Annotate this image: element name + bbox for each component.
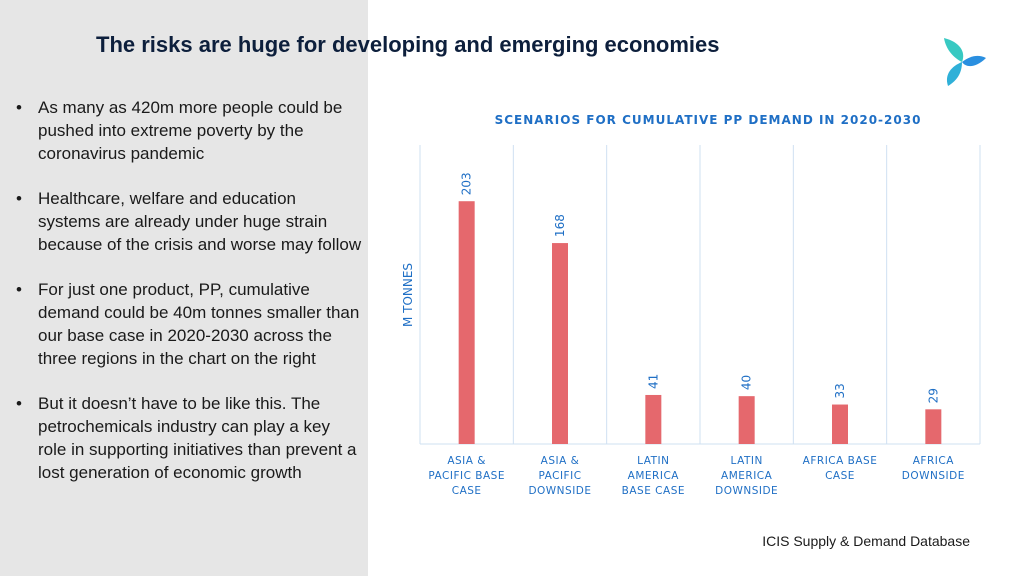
x-tick-label: ASIA &	[447, 455, 486, 467]
data-label: 168	[553, 214, 567, 237]
bullet-marker: •	[16, 394, 22, 413]
y-axis-label: M TONNES	[401, 263, 415, 327]
bar-chart: SCENARIOS FOR CUMULATIVE PP DEMAND IN 20…	[380, 100, 1010, 520]
chart-title: SCENARIOS FOR CUMULATIVE PP DEMAND IN 20…	[495, 113, 922, 127]
x-tick-label: AFRICA BASE	[803, 455, 878, 467]
x-tick-label: DOWNSIDE	[715, 485, 778, 497]
bullet-marker: •	[16, 98, 22, 117]
chart-svg: SCENARIOS FOR CUMULATIVE PP DEMAND IN 20…	[401, 113, 981, 497]
bullet-item: • As many as 420m more people could be pu…	[14, 96, 362, 165]
x-tick-label: BASE CASE	[622, 485, 685, 497]
left-panel	[0, 0, 368, 576]
bar	[645, 394, 662, 444]
source-note: ICIS Supply & Demand Database	[762, 533, 970, 549]
bar	[832, 404, 848, 444]
bullet-list: • As many as 420m more people could be pu…	[14, 96, 362, 506]
bullet-item: • But it doesn’t have to be like this. Th…	[14, 392, 362, 484]
bullet-item: • For just one product, PP, cumulative de…	[14, 278, 362, 370]
x-tick-label: AMERICA	[721, 470, 773, 482]
bullet-marker: •	[16, 280, 22, 299]
x-tick-label: CASE	[452, 485, 482, 497]
bar	[925, 409, 942, 444]
x-tick-label: PACIFIC	[538, 470, 581, 482]
data-label: 40	[740, 375, 754, 390]
slide-title: The risks are huge for developing and em…	[96, 32, 720, 57]
data-label: 33	[833, 383, 847, 398]
bar	[552, 243, 568, 444]
icis-logo-icon	[944, 38, 986, 86]
bullet-text: But it doesn’t have to be like this. The…	[38, 394, 357, 482]
data-label: 41	[646, 374, 660, 389]
x-tick-label: AMERICA	[628, 470, 680, 482]
x-tick-label: AFRICA	[913, 455, 954, 467]
data-label: 203	[460, 172, 474, 195]
x-tick-label: DOWNSIDE	[902, 470, 965, 482]
x-tick-label: LATIN	[731, 455, 763, 467]
bar	[738, 396, 755, 444]
bullet-text: As many as 420m more people could be pus…	[38, 98, 343, 163]
bullet-text: Healthcare, welfare and education system…	[38, 189, 362, 254]
bar	[458, 201, 475, 444]
data-label: 29	[926, 388, 940, 403]
bullet-marker: •	[16, 189, 22, 208]
x-tick-label: LATIN	[637, 455, 669, 467]
x-tick-label: ASIA &	[541, 455, 580, 467]
x-tick-label: PACIFIC BASE	[428, 470, 505, 482]
bullet-text: For just one product, PP, cumulative dem…	[38, 280, 360, 368]
x-tick-label: CASE	[825, 470, 855, 482]
x-tick-label: DOWNSIDE	[528, 485, 591, 497]
bullet-item: • Healthcare, welfare and education syste…	[14, 187, 362, 256]
